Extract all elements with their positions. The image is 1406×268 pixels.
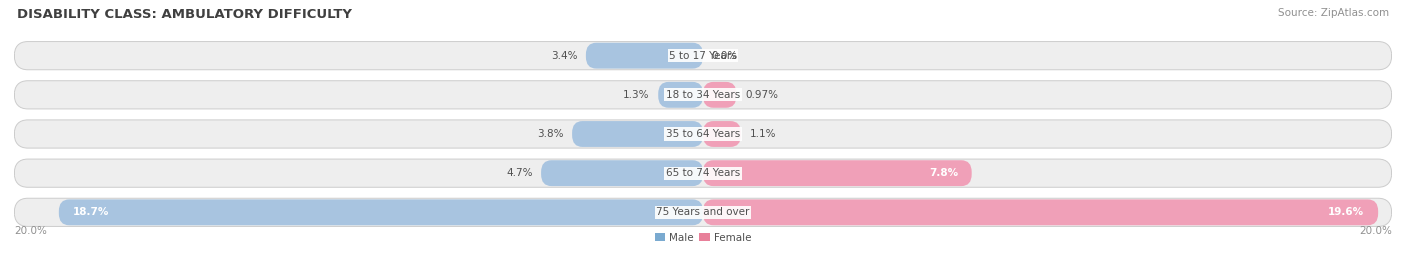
FancyBboxPatch shape bbox=[14, 81, 1392, 109]
Text: 1.1%: 1.1% bbox=[749, 129, 776, 139]
FancyBboxPatch shape bbox=[703, 160, 972, 186]
Text: 20.0%: 20.0% bbox=[1360, 226, 1392, 236]
Text: 65 to 74 Years: 65 to 74 Years bbox=[666, 168, 740, 178]
FancyBboxPatch shape bbox=[59, 199, 703, 225]
FancyBboxPatch shape bbox=[14, 42, 1392, 70]
FancyBboxPatch shape bbox=[703, 199, 1378, 225]
Text: 0.97%: 0.97% bbox=[745, 90, 778, 100]
FancyBboxPatch shape bbox=[14, 159, 1392, 187]
Text: DISABILITY CLASS: AMBULATORY DIFFICULTY: DISABILITY CLASS: AMBULATORY DIFFICULTY bbox=[17, 8, 352, 21]
Text: 35 to 64 Years: 35 to 64 Years bbox=[666, 129, 740, 139]
Text: 0.0%: 0.0% bbox=[711, 51, 738, 61]
Text: 20.0%: 20.0% bbox=[14, 226, 46, 236]
FancyBboxPatch shape bbox=[541, 160, 703, 186]
Text: 4.7%: 4.7% bbox=[506, 168, 533, 178]
Text: 3.4%: 3.4% bbox=[551, 51, 578, 61]
Legend: Male, Female: Male, Female bbox=[651, 229, 755, 247]
Text: 7.8%: 7.8% bbox=[929, 168, 957, 178]
Text: 75 Years and over: 75 Years and over bbox=[657, 207, 749, 217]
Text: Source: ZipAtlas.com: Source: ZipAtlas.com bbox=[1278, 8, 1389, 18]
FancyBboxPatch shape bbox=[586, 43, 703, 69]
FancyBboxPatch shape bbox=[14, 120, 1392, 148]
FancyBboxPatch shape bbox=[14, 198, 1392, 226]
Text: 18 to 34 Years: 18 to 34 Years bbox=[666, 90, 740, 100]
FancyBboxPatch shape bbox=[658, 82, 703, 108]
FancyBboxPatch shape bbox=[572, 121, 703, 147]
Text: 5 to 17 Years: 5 to 17 Years bbox=[669, 51, 737, 61]
Text: 1.3%: 1.3% bbox=[623, 90, 650, 100]
Text: 19.6%: 19.6% bbox=[1329, 207, 1364, 217]
FancyBboxPatch shape bbox=[703, 121, 741, 147]
FancyBboxPatch shape bbox=[703, 82, 737, 108]
Text: 18.7%: 18.7% bbox=[73, 207, 110, 217]
Text: 3.8%: 3.8% bbox=[537, 129, 564, 139]
